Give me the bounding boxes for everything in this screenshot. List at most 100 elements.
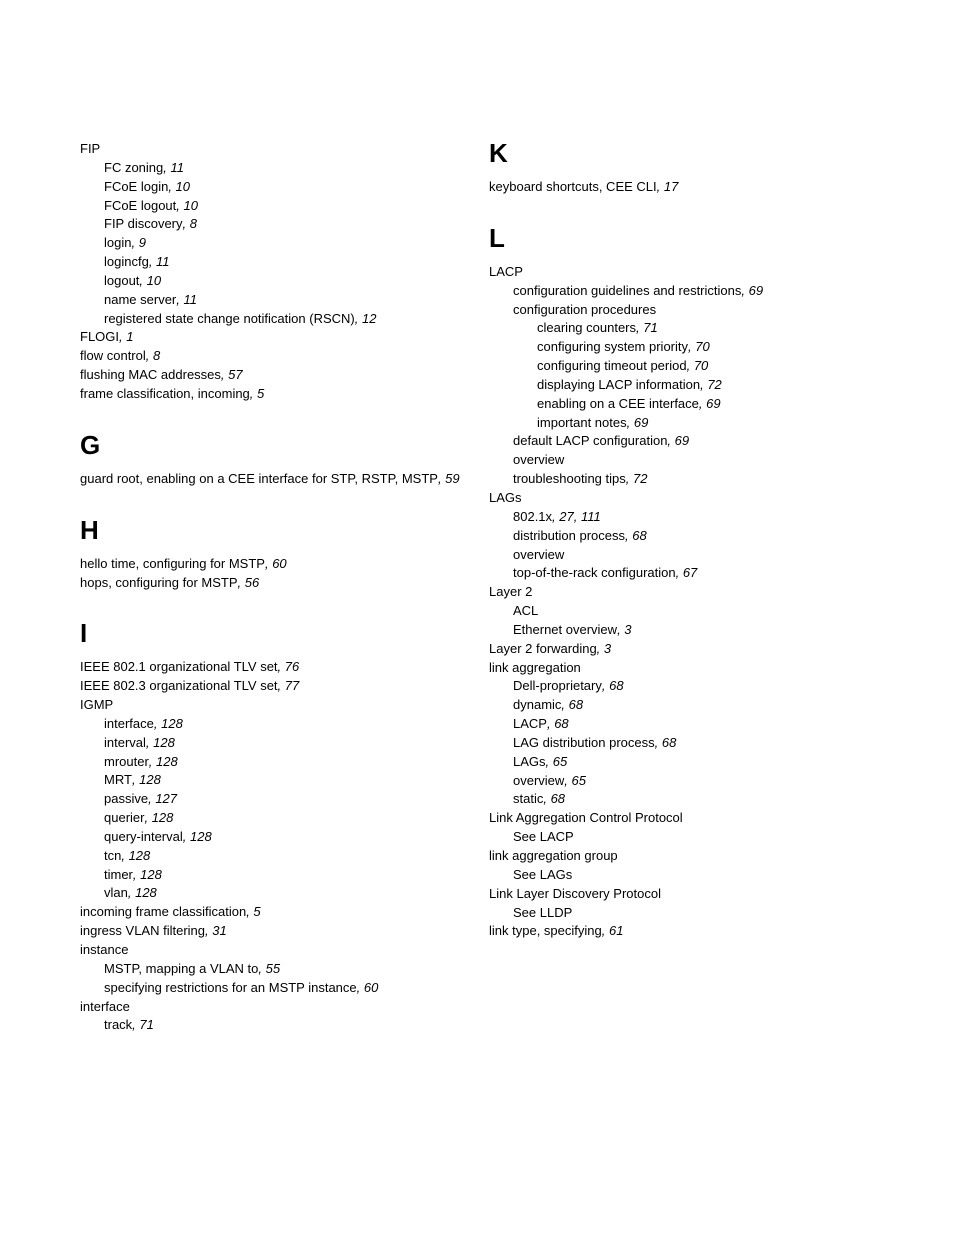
index-page-ref[interactable]: 11	[183, 292, 197, 307]
index-separator: ,	[183, 216, 190, 231]
index-page-ref[interactable]: 128	[129, 848, 151, 863]
index-page-ref[interactable]: 11	[156, 254, 170, 269]
index-entry: overview	[489, 546, 874, 565]
index-page-ref[interactable]: 68	[609, 678, 623, 693]
index-entry: specifying restrictions for an MSTP inst…	[80, 979, 465, 998]
index-term: name server	[104, 292, 176, 307]
index-page-ref[interactable]: 5	[253, 904, 260, 919]
index-page-ref[interactable]: 128	[190, 829, 212, 844]
index-entry: clearing counters, 71	[489, 319, 874, 338]
index-page-ref[interactable]: 128	[140, 867, 162, 882]
index-entry: hops, configuring for MSTP, 56	[80, 574, 465, 593]
index-entry: See LAGs	[489, 866, 874, 885]
index-entry: See LACP	[489, 828, 874, 847]
index-page-ref[interactable]: 76	[285, 659, 299, 674]
index-page-ref[interactable]: 72	[707, 377, 721, 392]
index-term: tcn	[104, 848, 121, 863]
index-entry: registered state change notification (RS…	[80, 310, 465, 329]
index-term: top-of-the-rack configuration	[513, 565, 676, 580]
index-page-ref[interactable]: 61	[609, 923, 623, 938]
index-page-ref[interactable]: 10	[184, 198, 198, 213]
index-page-ref[interactable]: 27, 111	[559, 509, 600, 524]
index-page-ref[interactable]: 68	[662, 735, 676, 750]
index-page-ref[interactable]: 69	[634, 415, 648, 430]
index-page-ref[interactable]: 127	[155, 791, 177, 806]
index-page-ref[interactable]: 128	[156, 754, 178, 769]
index-page-ref[interactable]: 128	[153, 735, 175, 750]
index-page-ref[interactable]: 60	[272, 556, 286, 571]
index-entry: guard root, enabling on a CEE interface …	[80, 470, 465, 489]
index-entry: IEEE 802.3 organizational TLV set, 77	[80, 677, 465, 696]
index-page-ref[interactable]: 71	[139, 1017, 153, 1032]
index-term: MRT	[104, 772, 132, 787]
index-page-ref[interactable]: 68	[569, 697, 583, 712]
index-page-ref[interactable]: 59	[445, 471, 459, 486]
section-heading: L	[489, 225, 874, 251]
index-page-ref[interactable]: 17	[664, 179, 678, 194]
index-term: See LLDP	[513, 905, 572, 920]
index-page-ref[interactable]: 56	[245, 575, 259, 590]
index-entry: tcn, 128	[80, 847, 465, 866]
index-page-ref[interactable]: 10	[147, 273, 161, 288]
index-term: mrouter	[104, 754, 149, 769]
index-term: ingress VLAN filtering	[80, 923, 205, 938]
index-page-ref[interactable]: 128	[139, 772, 161, 787]
index-page-ref[interactable]: 77	[285, 678, 299, 693]
index-page-ref[interactable]: 9	[139, 235, 146, 250]
index-page-ref[interactable]: 3	[624, 622, 631, 637]
index-term: configuration guidelines and restriction…	[513, 283, 741, 298]
index-page-ref[interactable]: 57	[228, 367, 242, 382]
index-page-ref[interactable]: 70	[695, 339, 709, 354]
index-page-ref[interactable]: 72	[633, 471, 647, 486]
index-term: LAGs	[489, 490, 522, 505]
index-page-ref[interactable]: 68	[551, 791, 565, 806]
index-term: static	[513, 791, 543, 806]
index-page-ref[interactable]: 10	[176, 179, 190, 194]
index-separator: ,	[128, 885, 135, 900]
index-page-ref[interactable]: 3	[604, 641, 611, 656]
section-heading: K	[489, 140, 874, 166]
index-page-ref[interactable]: 69	[675, 433, 689, 448]
index-page-ref[interactable]: 60	[364, 980, 378, 995]
index-term: LAG distribution process	[513, 735, 655, 750]
index-page-ref[interactable]: 68	[632, 528, 646, 543]
index-page-ref[interactable]: 65	[572, 773, 586, 788]
index-page-ref[interactable]: 68	[554, 716, 568, 731]
index-page-ref[interactable]: 1	[126, 329, 133, 344]
index-term: Layer 2 forwarding	[489, 641, 597, 656]
index-page-ref[interactable]: 65	[553, 754, 567, 769]
index-entry: FIP discovery, 8	[80, 215, 465, 234]
index-entry: LAGs, 65	[489, 753, 874, 772]
index-term: Ethernet overview	[513, 622, 617, 637]
index-entry: keyboard shortcuts, CEE CLI, 17	[489, 178, 874, 197]
index-page-ref[interactable]: 128	[152, 810, 174, 825]
index-page-ref[interactable]: 31	[212, 923, 226, 938]
index-page-ref[interactable]: 69	[706, 396, 720, 411]
index-entry: displaying LACP information, 72	[489, 376, 874, 395]
index-page-ref[interactable]: 128	[161, 716, 183, 731]
index-separator: ,	[278, 678, 285, 693]
index-term: interval	[104, 735, 146, 750]
index-entry: incoming frame classification, 5	[80, 903, 465, 922]
index-page-ref[interactable]: 8	[153, 348, 160, 363]
index-page-ref[interactable]: 128	[135, 885, 157, 900]
index-page-ref[interactable]: 71	[643, 320, 657, 335]
section-heading: I	[80, 620, 465, 646]
index-term: overview	[513, 452, 564, 467]
index-entry: important notes, 69	[489, 414, 874, 433]
index-separator: ,	[546, 754, 553, 769]
index-page-ref[interactable]: 5	[257, 386, 264, 401]
index-page-ref[interactable]: 67	[683, 565, 697, 580]
index-term: flushing MAC addresses	[80, 367, 221, 382]
index-page-ref[interactable]: 8	[190, 216, 197, 231]
index-page-ref[interactable]: 69	[749, 283, 763, 298]
index-page-ref[interactable]: 11	[170, 160, 184, 175]
index-term: interface	[80, 999, 130, 1014]
index-page-ref[interactable]: 70	[694, 358, 708, 373]
index-entry: interface, 128	[80, 715, 465, 734]
index-page-ref[interactable]: 12	[362, 311, 376, 326]
index-page-ref[interactable]: 55	[266, 961, 280, 976]
index-term: registered state change notification (RS…	[104, 311, 355, 326]
index-entry: interval, 128	[80, 734, 465, 753]
index-separator: ,	[149, 254, 156, 269]
